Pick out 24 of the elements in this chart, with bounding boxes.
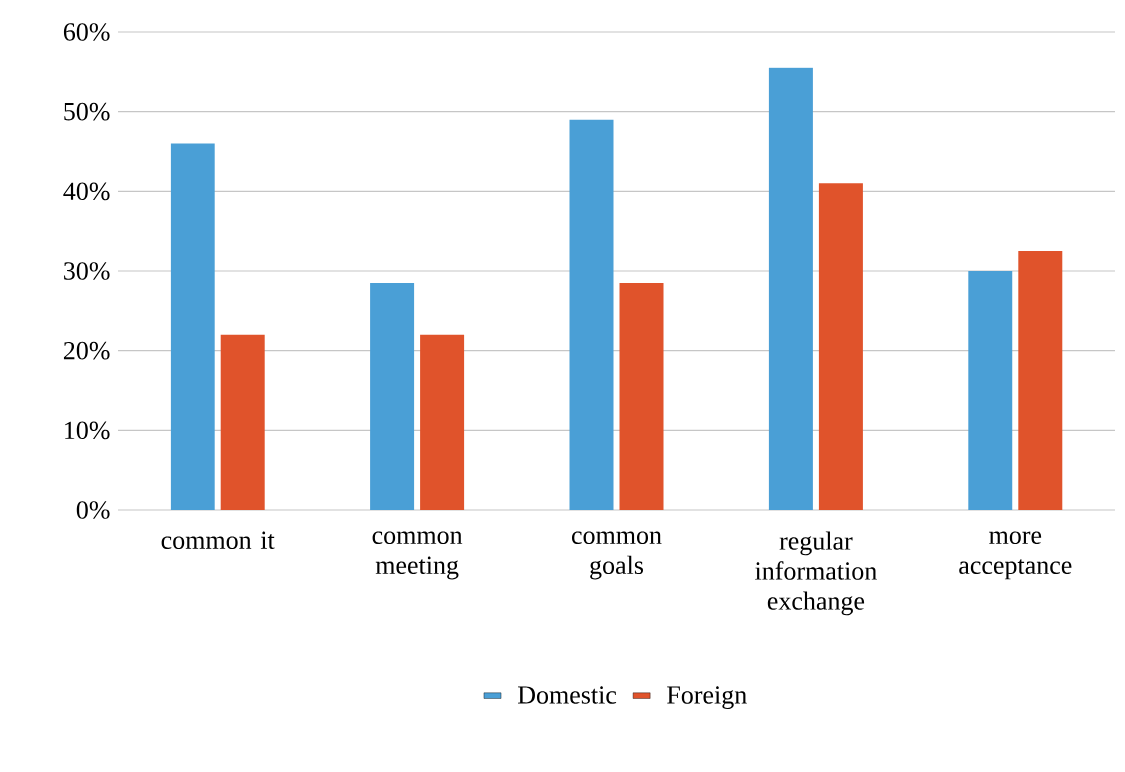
- bar: [1018, 251, 1063, 510]
- bar: [968, 271, 1013, 510]
- y-tick-label: 10%: [65, 421, 110, 440]
- y-tick-label: 30%: [64, 262, 110, 280]
- bar: [370, 282, 415, 510]
- y-tick-label: 50%: [64, 102, 110, 121]
- bar: [569, 119, 614, 510]
- bar: [170, 143, 215, 510]
- y-tick-label: 60%: [63, 23, 110, 41]
- x-tick-label: common meeting: [372, 531, 463, 580]
- bar: [768, 67, 813, 510]
- bar: [220, 334, 265, 510]
- x-tick-label: common it: [161, 531, 275, 549]
- x-tick-label: more acceptance: [959, 531, 1072, 580]
- bar: [420, 334, 465, 510]
- y-tick-label: 20%: [63, 341, 110, 360]
- legend-label: Domestic: [517, 686, 617, 704]
- bar: [619, 282, 664, 510]
- x-tick-label: regular information exchange: [755, 531, 877, 616]
- x-tick-label: common goals: [572, 531, 662, 580]
- bar: [818, 183, 863, 510]
- legend-label: Foreign: [667, 686, 747, 710]
- y-tick-label: 40%: [63, 182, 110, 201]
- y-tick-label: 0%: [76, 501, 110, 519]
